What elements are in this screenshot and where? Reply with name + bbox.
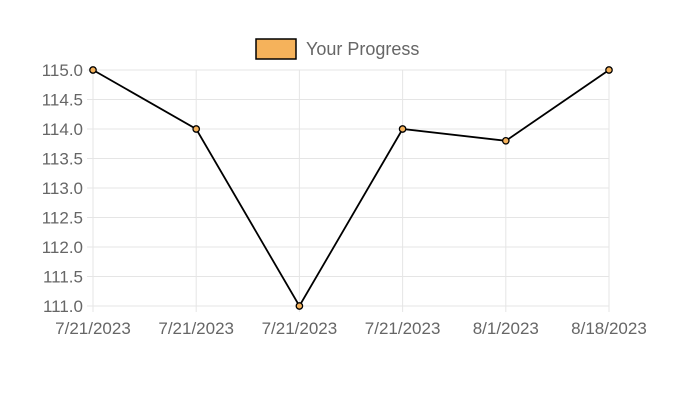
x-axis: 7/21/2023 7/21/2023 7/21/2023 7/21/2023 8/1/… [55,319,647,338]
grid [92,69,610,312]
y-tick-label: 113.0 [42,179,83,198]
series-line [92,69,610,308]
x-tick-label: 7/21/2023 [365,319,441,338]
y-tick-label: 111.5 [43,268,83,287]
x-tick-label: 8/1/2023 [473,319,539,338]
series-your-progress [89,66,613,310]
y-tick-label: 114.0 [42,120,83,139]
y-tick-label: 112.0 [42,238,83,257]
legend-label: Your Progress [306,39,419,59]
x-tick-label: 7/21/2023 [55,319,131,338]
y-tick-label: 111.0 [43,297,83,316]
y-axis: 115.0 114.5 114.0 113.5 113.0 112.5 112.0 111.5… [42,61,93,316]
data-point[interactable] [192,125,201,133]
y-tick-label: 113.5 [42,150,83,169]
x-tick-label: 8/18/2023 [571,319,647,338]
legend-swatch[interactable] [255,38,297,60]
data-point[interactable] [501,136,510,145]
data-point[interactable] [398,125,407,133]
data-point[interactable] [605,66,613,74]
data-point[interactable] [89,66,97,74]
x-tick-label: 7/21/2023 [262,319,338,338]
y-tick-label: 114.5 [42,91,83,110]
y-tick-label: 112.5 [42,209,83,228]
x-tick-label: 7/21/2023 [158,319,234,338]
y-tick-label: 115.0 [42,61,83,80]
data-point[interactable] [295,302,304,310]
legend: Your Progress [255,38,419,60]
